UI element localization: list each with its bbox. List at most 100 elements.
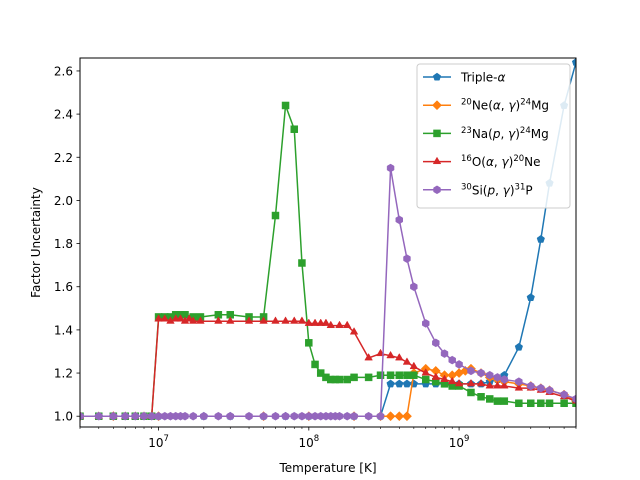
data-point xyxy=(394,411,405,422)
data-point xyxy=(486,370,494,380)
data-point xyxy=(335,375,344,384)
data-point xyxy=(226,411,234,421)
x-axis: 107 108 109 xyxy=(79,427,577,450)
data-point xyxy=(184,314,194,322)
data-point xyxy=(214,411,223,421)
data-point xyxy=(335,411,344,421)
data-point xyxy=(189,411,197,421)
data-point xyxy=(572,394,576,404)
legend-box xyxy=(416,63,571,209)
data-point xyxy=(290,316,299,324)
data-point xyxy=(431,372,441,380)
data-point xyxy=(455,360,463,369)
data-point xyxy=(326,320,336,329)
legend-label: 16O(α, γ)20Ne xyxy=(461,154,541,169)
y-tick-label: 2.6 xyxy=(54,64,73,78)
data-point xyxy=(395,215,403,225)
data-point xyxy=(188,316,198,324)
data-point xyxy=(421,368,430,376)
data-point xyxy=(545,399,554,408)
data-point xyxy=(467,388,475,397)
legend-label: 30Si(p, γ)31P xyxy=(461,182,533,197)
data-point xyxy=(196,316,205,324)
data-point xyxy=(395,371,404,379)
data-point xyxy=(147,411,156,421)
data-point xyxy=(395,353,404,361)
data-point xyxy=(409,361,419,370)
data-point xyxy=(537,399,545,408)
data-point xyxy=(403,254,411,263)
data-point xyxy=(440,374,449,382)
legend-marker xyxy=(432,72,442,81)
data-point xyxy=(493,397,502,405)
legend-entry: 23Na(p, γ)24Mg xyxy=(423,126,549,141)
data-point xyxy=(376,411,385,421)
data-point xyxy=(290,125,299,133)
data-point xyxy=(403,371,411,379)
data-point xyxy=(454,378,464,387)
data-point xyxy=(447,376,457,385)
data-point xyxy=(515,377,523,386)
data-point xyxy=(349,327,359,335)
x-tick-label: 108 xyxy=(298,434,319,450)
data-point xyxy=(527,381,535,391)
data-point xyxy=(386,379,395,388)
data-point xyxy=(176,314,185,322)
x-axis-label: Temperature [K] xyxy=(278,461,376,475)
data-point xyxy=(350,373,358,382)
data-point xyxy=(316,369,325,377)
data-point xyxy=(140,411,148,421)
axes-frame xyxy=(79,57,577,428)
data-point xyxy=(259,316,268,324)
data-point xyxy=(281,411,290,421)
data-point xyxy=(342,320,352,329)
data-point xyxy=(376,371,385,379)
data-point xyxy=(321,318,331,326)
data-point xyxy=(259,411,268,421)
series-layer xyxy=(80,58,576,422)
data-point xyxy=(466,378,476,387)
data-point xyxy=(432,338,440,348)
data-point xyxy=(440,349,449,358)
y-tick-label: 1.6 xyxy=(54,280,73,294)
data-point xyxy=(402,379,412,388)
data-point xyxy=(335,320,344,329)
data-point xyxy=(298,411,306,421)
y-tick-label: 2.0 xyxy=(54,194,73,208)
legend-marker xyxy=(433,185,441,195)
legend-entry: Triple-α xyxy=(423,71,506,85)
data-point xyxy=(271,316,280,324)
data-point xyxy=(514,383,524,391)
data-point xyxy=(343,411,351,421)
data-point xyxy=(421,375,430,384)
data-point xyxy=(226,316,235,324)
data-point xyxy=(526,293,535,302)
y-tick-label: 1.0 xyxy=(54,410,73,424)
data-point xyxy=(410,282,418,292)
data-point xyxy=(200,411,208,421)
legend-entry: 16O(α, γ)20Ne xyxy=(423,154,541,169)
data-point xyxy=(131,411,139,421)
y-tick-label: 1.4 xyxy=(54,323,73,337)
data-point xyxy=(448,355,456,365)
data-point xyxy=(95,411,103,421)
x-tick-label: 107 xyxy=(148,434,169,450)
data-point xyxy=(514,342,523,351)
data-point xyxy=(281,101,290,110)
data-point xyxy=(310,318,320,326)
data-point xyxy=(545,386,554,395)
data-point xyxy=(422,319,430,328)
data-point xyxy=(386,163,395,173)
y-axis-label: Factor Uncertainty xyxy=(29,187,43,298)
y-tick-label: 2.4 xyxy=(54,108,73,122)
data-point xyxy=(402,411,412,422)
data-point xyxy=(500,397,509,405)
data-point xyxy=(281,316,290,324)
legend-marker xyxy=(432,100,442,111)
legend-marker xyxy=(432,156,442,165)
data-point xyxy=(244,316,254,324)
data-point xyxy=(571,58,576,66)
data-point xyxy=(386,350,395,359)
data-point xyxy=(80,411,84,421)
data-point xyxy=(485,381,494,389)
